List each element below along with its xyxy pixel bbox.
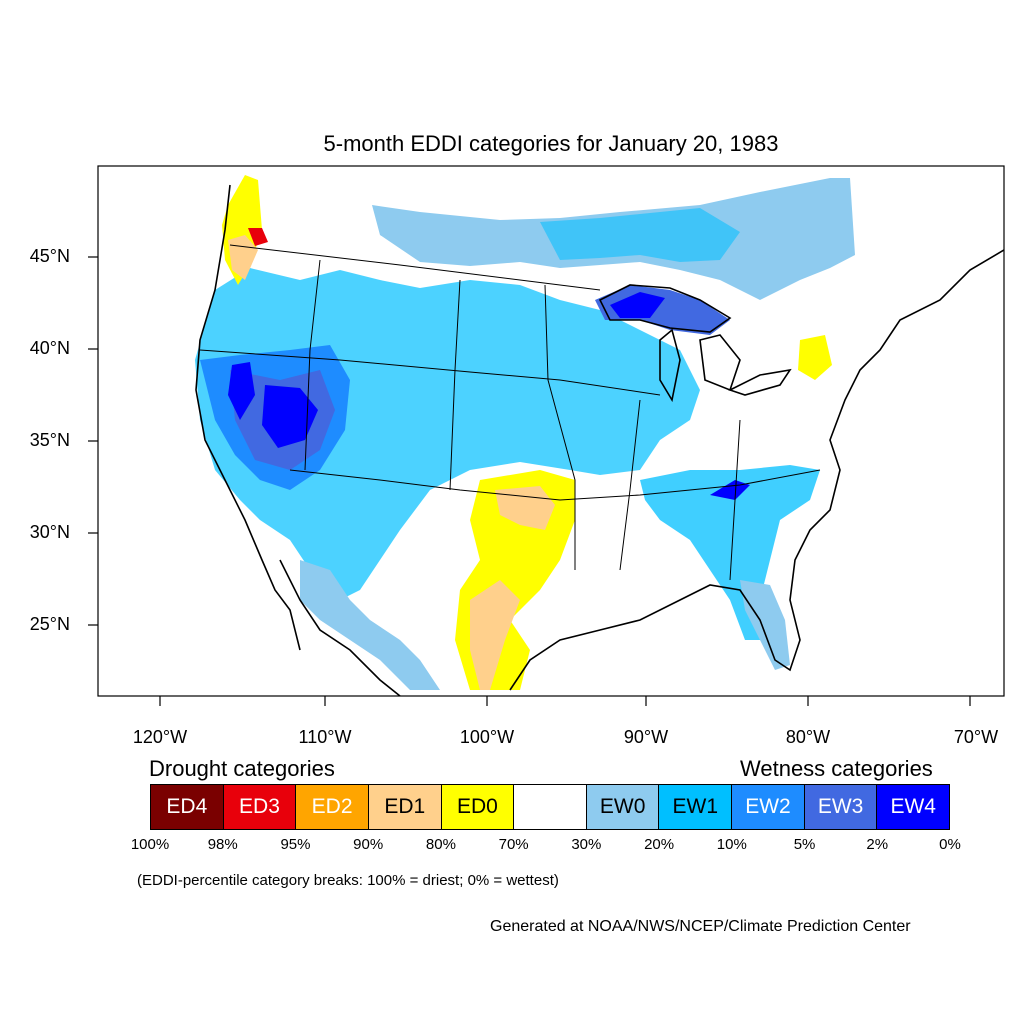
map-title: 5-month EDDI categories for January 20, … bbox=[323, 131, 779, 156]
drought-heading: Drought categories bbox=[149, 756, 335, 781]
region-ed1-pnw bbox=[228, 235, 258, 280]
axis-ticks bbox=[88, 256, 971, 706]
category-legend: ED4 ED3 ED2 ED1 ED0 EW0 EW1 EW2 EW3 EW4 bbox=[150, 784, 950, 830]
legend-swatch-ew1: EW1 bbox=[659, 785, 733, 829]
map-field bbox=[195, 175, 855, 690]
legend-swatch-ew4: EW4 bbox=[877, 785, 950, 829]
legend-swatch-ew3: EW3 bbox=[804, 785, 878, 829]
region-ew4-lakes bbox=[610, 292, 665, 318]
legend-swatch-neutral bbox=[514, 785, 587, 829]
break-label: 20% bbox=[644, 836, 675, 853]
break-label: 80% bbox=[425, 836, 456, 853]
legend-swatch-ed4: ED4 bbox=[151, 785, 224, 829]
legend-swatch-ed1: ED1 bbox=[368, 785, 442, 829]
break-label: 95% bbox=[280, 836, 311, 853]
legend-swatch-ew0: EW0 bbox=[586, 785, 660, 829]
legend-swatch-ed2: ED2 bbox=[296, 785, 369, 829]
region-ew4-nv bbox=[228, 362, 255, 420]
lon-label-110: 110°W bbox=[298, 727, 352, 747]
region-ew0-florida bbox=[740, 580, 790, 670]
region-ed0-northeast bbox=[798, 335, 832, 380]
lon-label-80: 80°W bbox=[785, 727, 831, 747]
legend-swatch-ed3: ED3 bbox=[223, 785, 297, 829]
lat-label-35: 35°N bbox=[29, 430, 70, 450]
lat-label-45: 45°N bbox=[29, 246, 70, 266]
legend-note: (EDDI-percentile category breaks: 100% =… bbox=[137, 872, 559, 889]
break-label: 0% bbox=[939, 836, 961, 853]
break-label: 30% bbox=[571, 836, 602, 853]
lon-label-120: 120°W bbox=[132, 727, 188, 747]
region-ed3-pnw bbox=[248, 228, 268, 246]
lon-label-100: 100°W bbox=[459, 727, 515, 747]
map-frame bbox=[97, 165, 1005, 697]
wetness-heading: Wetness categories bbox=[740, 756, 933, 781]
legend-swatch-ed0: ED0 bbox=[441, 785, 515, 829]
lon-label-90: 90°W bbox=[623, 727, 669, 747]
break-label: 2% bbox=[866, 836, 889, 853]
legend-swatch-ew2: EW2 bbox=[732, 785, 805, 829]
lat-label-25: 25°N bbox=[29, 614, 70, 634]
break-label: 5% bbox=[793, 836, 816, 853]
region-ew1-north bbox=[540, 208, 740, 262]
break-label: 70% bbox=[498, 836, 529, 853]
region-ed1-plains bbox=[470, 486, 555, 690]
coastlines bbox=[195, 184, 1004, 696]
region-ew0-mexico bbox=[300, 560, 440, 690]
break-label: 100% bbox=[130, 836, 170, 853]
lat-label-40: 40°N bbox=[29, 338, 70, 358]
lat-label-30: 30°N bbox=[29, 522, 70, 542]
state-boundaries bbox=[199, 244, 821, 581]
break-label: 98% bbox=[207, 836, 238, 853]
break-label: 90% bbox=[353, 836, 384, 853]
region-ew4-west bbox=[262, 385, 318, 448]
eddi-map bbox=[88, 165, 1005, 706]
lon-label-70: 70°W bbox=[953, 727, 999, 747]
region-ew1-southeast bbox=[640, 465, 820, 640]
credit-line: Generated at NOAA/NWS/NCEP/Climate Predi… bbox=[490, 918, 911, 935]
break-label: 10% bbox=[716, 836, 747, 853]
